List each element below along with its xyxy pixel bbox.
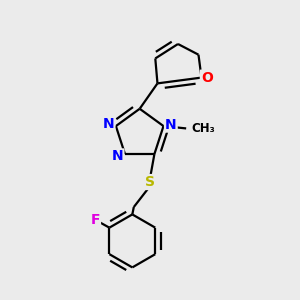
Text: O: O [201,70,213,85]
Text: N: N [103,117,114,131]
Text: N: N [165,118,177,132]
Text: N: N [112,149,123,164]
Text: S: S [145,175,155,189]
Text: CH₃: CH₃ [191,122,215,135]
Text: F: F [91,213,100,227]
